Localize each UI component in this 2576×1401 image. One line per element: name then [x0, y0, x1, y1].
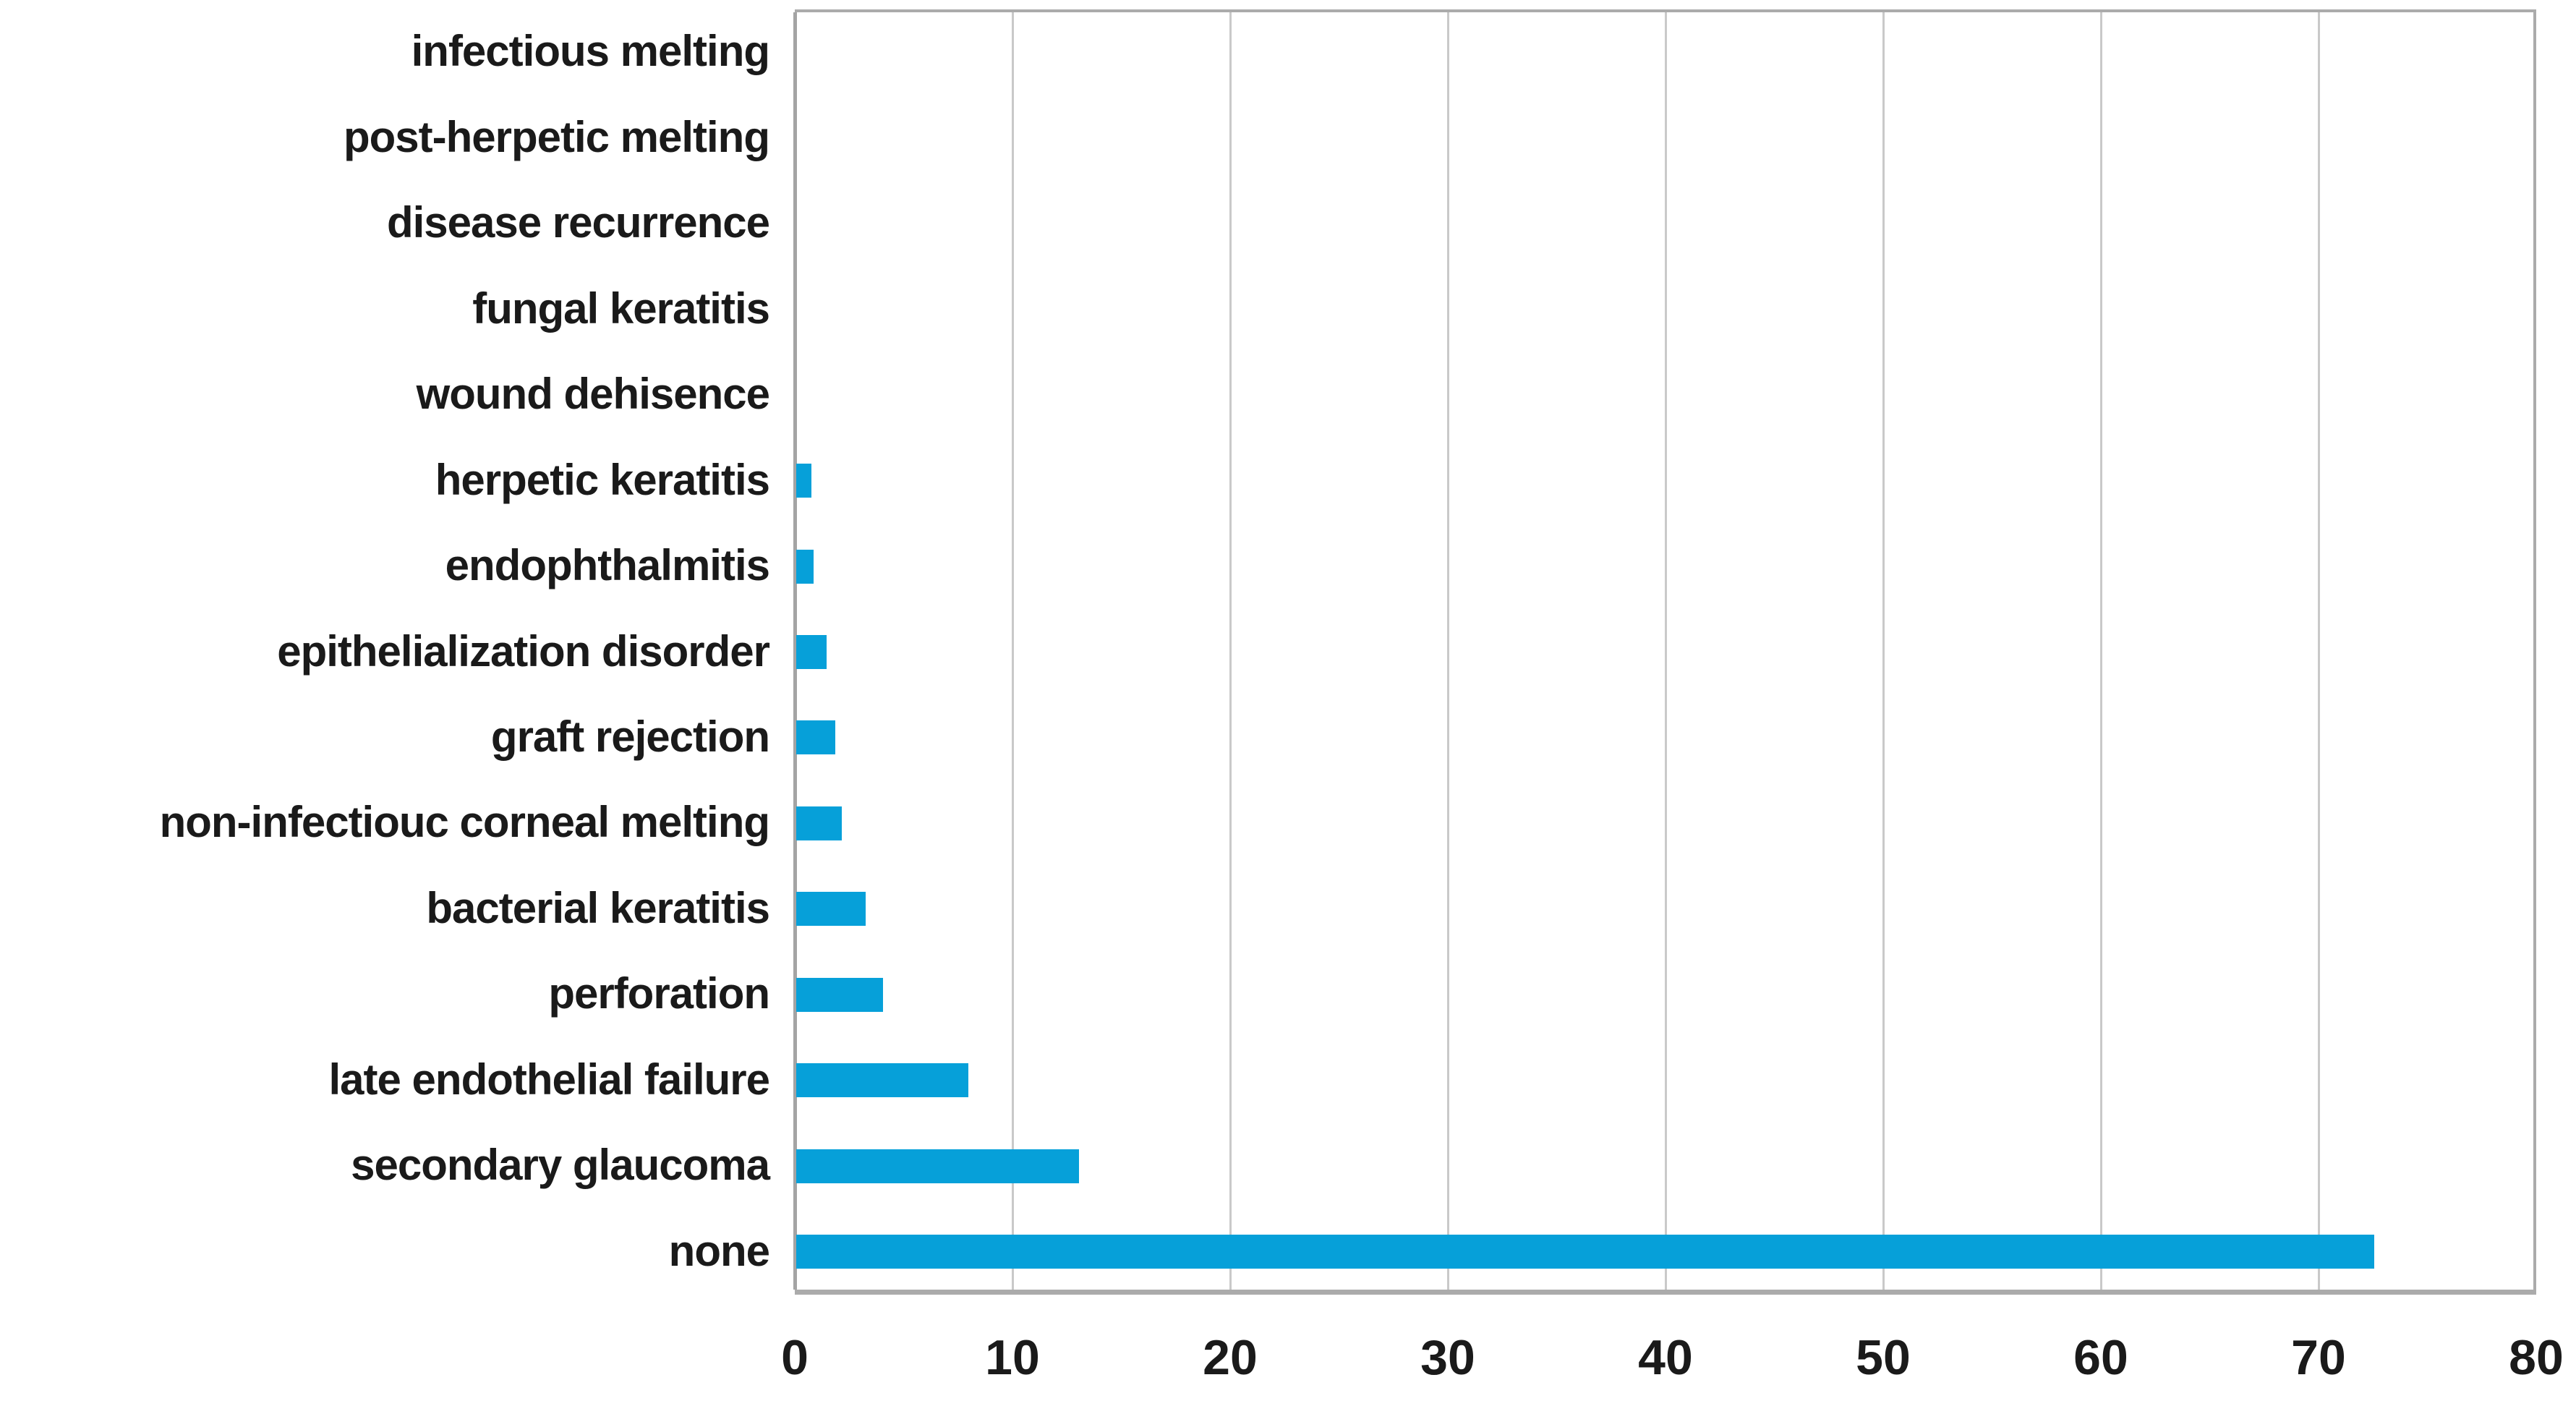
value-axis-tick-labels: 0 10 20 30 40 50 60 70 80 — [0, 1329, 2576, 1394]
category-label: herpetic keratitis — [435, 455, 770, 504]
category-label: fungal keratitis — [472, 284, 770, 333]
x-tick-label: 40 — [1638, 1330, 1693, 1385]
category-label: infectious melting — [411, 27, 770, 76]
category-label: post-herpetic melting — [343, 112, 770, 161]
category-label: bacterial keratitis — [426, 883, 770, 932]
plot-area — [793, 9, 2536, 1295]
gridline — [2099, 12, 2102, 1290]
category-label: wound dehisence — [416, 370, 770, 419]
category-label: graft rejection — [490, 712, 770, 761]
x-tick-label: 30 — [1420, 1330, 1475, 1385]
category-label: non-infectiouc corneal melting — [159, 798, 770, 847]
gridline — [2317, 12, 2320, 1290]
x-tick-label: 60 — [2073, 1330, 2128, 1385]
bar — [796, 1149, 1080, 1183]
gridline — [1664, 12, 1667, 1290]
category-label: none — [668, 1226, 770, 1275]
gridline — [1882, 12, 1885, 1290]
x-tick-label: 50 — [1856, 1330, 1911, 1385]
category-label: perforation — [548, 969, 770, 1018]
gridline — [1446, 12, 1449, 1290]
category-label: disease recurrence — [386, 198, 770, 247]
gridline — [1011, 12, 1014, 1290]
category-label: secondary glaucoma — [351, 1141, 770, 1190]
category-axis-line — [793, 12, 797, 1290]
x-tick-label: 80 — [2509, 1330, 2564, 1385]
bar — [796, 720, 836, 755]
bar — [796, 977, 884, 1012]
x-tick-label: 20 — [1203, 1330, 1258, 1385]
bar — [796, 635, 827, 669]
bar — [796, 464, 812, 498]
bar — [796, 892, 866, 927]
category-label: endophthalmitis — [445, 541, 770, 590]
gridline — [1229, 12, 1232, 1290]
x-tick-label: 0 — [781, 1330, 809, 1385]
category-label: late endothelial failure — [328, 1055, 771, 1104]
bar — [796, 549, 814, 584]
bar — [796, 806, 843, 840]
category-axis-labels: infectious melting post-herpetic melting d… — [0, 9, 771, 1295]
category-label: epithelialization disorder — [277, 626, 770, 676]
x-tick-label: 70 — [2291, 1330, 2346, 1385]
bar — [796, 1063, 968, 1098]
x-tick-label: 10 — [985, 1330, 1040, 1385]
bar — [796, 1235, 2375, 1269]
